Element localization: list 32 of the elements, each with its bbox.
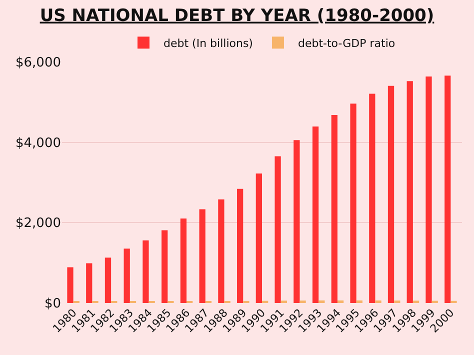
bar	[331, 115, 338, 303]
bar	[444, 76, 451, 303]
bar	[124, 248, 130, 303]
bar	[406, 81, 413, 303]
y-tick-label: $4,000	[16, 136, 61, 151]
bar	[337, 300, 344, 303]
bar	[375, 300, 382, 303]
bar	[180, 218, 187, 303]
bar	[350, 104, 356, 303]
bar	[199, 209, 206, 303]
legend-label: debt-to-GDP ratio	[298, 36, 396, 50]
bar	[218, 199, 224, 303]
bar	[312, 126, 319, 303]
legend-label: debt (In billions)	[164, 36, 253, 50]
y-tick-label: $6,000	[16, 56, 61, 71]
bar	[388, 86, 394, 303]
bar	[356, 300, 362, 303]
bar	[256, 173, 262, 303]
bar	[237, 188, 244, 303]
bar	[142, 240, 149, 303]
bar	[318, 300, 325, 303]
bar	[86, 263, 92, 303]
y-tick-label: $0	[44, 296, 61, 312]
bar	[426, 76, 432, 303]
bar	[67, 267, 74, 303]
bar	[274, 156, 281, 303]
bar	[369, 94, 376, 303]
y-tick-label: $2,000	[16, 216, 61, 232]
bar	[104, 258, 112, 303]
bar	[162, 230, 168, 303]
bar	[294, 140, 300, 303]
chart-title: US NATIONAL DEBT BY YEAR (1980-2000)	[40, 6, 434, 26]
